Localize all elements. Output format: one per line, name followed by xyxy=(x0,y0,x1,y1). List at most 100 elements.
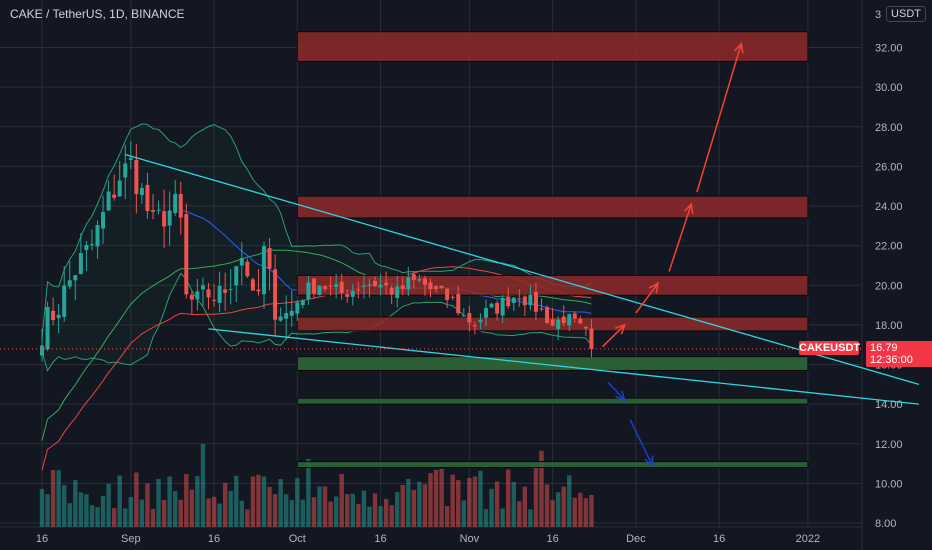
volume-bar xyxy=(306,458,311,527)
volume-bar xyxy=(411,489,417,527)
trendline xyxy=(125,153,920,385)
resistance-zone xyxy=(296,195,809,219)
x-tick-label: Nov xyxy=(460,533,480,545)
candle-body xyxy=(406,277,411,290)
candle-body xyxy=(511,297,516,303)
candle-body xyxy=(378,284,383,288)
candle-body xyxy=(489,303,494,308)
volume-bar xyxy=(167,476,172,527)
bearish-arrow-head xyxy=(644,455,654,468)
bearish-arrow xyxy=(629,419,654,466)
candle-body xyxy=(467,313,472,323)
volume-bar xyxy=(150,508,156,527)
x-tick-label: 16 xyxy=(208,533,220,545)
candle-body xyxy=(289,310,294,316)
candle-body xyxy=(223,289,228,293)
volume-bar xyxy=(295,478,300,527)
candle-body xyxy=(478,319,483,323)
volume-bar xyxy=(439,468,444,527)
interval-label[interactable]: 1D xyxy=(109,7,125,21)
currency-button[interactable]: USDT xyxy=(886,6,926,22)
candle-body xyxy=(533,291,538,312)
x-tick-label: 16 xyxy=(374,533,386,545)
volume-bar xyxy=(200,444,206,527)
volume-bar xyxy=(73,480,78,527)
volume-bar xyxy=(272,494,278,527)
volume-bar xyxy=(261,476,267,527)
candle-body xyxy=(45,306,50,350)
resistance-zone xyxy=(296,31,809,62)
volume-bar xyxy=(361,490,367,527)
bullish-arrow-head xyxy=(648,281,660,294)
candle-body xyxy=(345,294,350,297)
volume-bar xyxy=(311,497,317,527)
candle-body xyxy=(484,308,488,318)
candle-body xyxy=(139,188,144,195)
x-tick-label: Oct xyxy=(289,533,306,545)
y-tick-label: 3 xyxy=(875,9,881,21)
candle-body xyxy=(400,285,405,289)
candle-body xyxy=(561,316,566,324)
volume-bar xyxy=(211,496,217,527)
candle-body xyxy=(356,289,361,291)
candle-body xyxy=(350,290,355,297)
candle-body xyxy=(40,345,44,356)
x-tick-label: 2022 xyxy=(796,533,820,545)
candle-body xyxy=(250,279,255,291)
x-tick-label: 16 xyxy=(36,533,48,545)
candle-body xyxy=(117,180,122,197)
candle-body xyxy=(306,282,311,300)
volume-bar xyxy=(406,478,411,527)
volume-bar xyxy=(189,489,195,527)
symbol-header[interactable]: CAKE / TetherUS, 1D, BINANCE xyxy=(10,7,185,21)
candle-body xyxy=(239,257,244,266)
volume-bar xyxy=(45,494,50,527)
candle-body xyxy=(278,316,283,321)
candle-body xyxy=(101,212,106,229)
candle-body xyxy=(89,244,94,246)
volume-bar xyxy=(367,506,372,527)
volume-bar xyxy=(589,494,594,527)
volume-bar xyxy=(39,489,45,527)
y-tick-label: 8.00 xyxy=(875,518,896,530)
last-price-value: 16.79 xyxy=(870,341,898,354)
volume-bar xyxy=(134,472,139,527)
candle-body xyxy=(128,157,133,160)
candle-body xyxy=(572,313,577,319)
y-tick-label: 20.00 xyxy=(875,280,903,292)
volume-bar xyxy=(444,506,450,527)
candle-body xyxy=(217,285,222,303)
bearish-arrow xyxy=(607,381,626,401)
volume-bar xyxy=(62,485,67,527)
volume-bar xyxy=(383,498,389,527)
volume-bar xyxy=(195,476,200,527)
candle-body xyxy=(339,281,344,293)
candle-countdown: 12:36:00 xyxy=(870,353,913,366)
candle-body xyxy=(556,319,561,329)
candle-body xyxy=(262,245,266,295)
bullish-arrow xyxy=(602,324,626,348)
volume-bar xyxy=(206,498,211,527)
volume-bar xyxy=(84,494,89,527)
symbol-name[interactable]: CAKE / TetherUS xyxy=(10,7,103,21)
volume-bar xyxy=(222,482,228,527)
bullish-arrow xyxy=(696,43,743,193)
candle-body xyxy=(328,285,333,287)
volume-bar xyxy=(234,475,239,527)
y-tick-label: 10.00 xyxy=(875,478,903,490)
support-zone xyxy=(296,397,809,405)
candle-body xyxy=(62,285,67,317)
candle-body xyxy=(583,326,588,329)
support-zone xyxy=(296,461,809,469)
volume-bar xyxy=(433,470,439,527)
volume-bar xyxy=(50,470,56,527)
volume-bar xyxy=(395,492,400,527)
exchange-label: BINANCE xyxy=(131,7,185,21)
volume-bar xyxy=(217,503,222,527)
volume-bar xyxy=(400,485,405,527)
candle-body xyxy=(84,245,89,250)
candle-body xyxy=(267,247,272,269)
candle-body xyxy=(112,194,117,198)
candle-body xyxy=(456,294,461,314)
